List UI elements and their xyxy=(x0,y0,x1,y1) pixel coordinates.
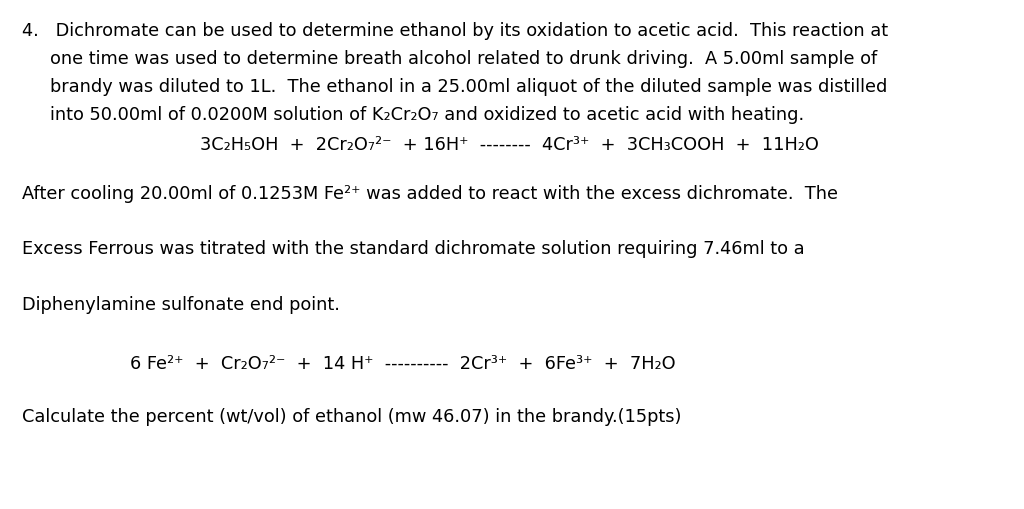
Text: Excess Ferrous was titrated with the standard dichromate solution requiring 7.46: Excess Ferrous was titrated with the sta… xyxy=(22,240,805,258)
Text: brandy was diluted to 1L.  The ethanol in a 25.00ml aliquot of the diluted sampl: brandy was diluted to 1L. The ethanol in… xyxy=(50,78,888,96)
Text: into 50.00ml of 0.0200M solution of K₂Cr₂O₇ and oxidized to acetic acid with hea: into 50.00ml of 0.0200M solution of K₂Cr… xyxy=(50,106,804,124)
Text: one time was used to determine breath alcohol related to drunk driving.  A 5.00m: one time was used to determine breath al… xyxy=(50,50,878,68)
Text: 3C₂H₅OH  +  2Cr₂O₇²⁻  + 16H⁺  --------  4Cr³⁺  +  3CH₃COOH  +  11H₂O: 3C₂H₅OH + 2Cr₂O₇²⁻ + 16H⁺ -------- 4Cr³⁺… xyxy=(200,136,819,154)
Text: 4.   Dichromate can be used to determine ethanol by its oxidation to acetic acid: 4. Dichromate can be used to determine e… xyxy=(22,22,888,40)
Text: 6 Fe²⁺  +  Cr₂O₇²⁻  +  14 H⁺  ----------  2Cr³⁺  +  6Fe³⁺  +  7H₂O: 6 Fe²⁺ + Cr₂O₇²⁻ + 14 H⁺ ---------- 2Cr³… xyxy=(130,354,676,372)
Text: Calculate the percent (wt/vol) of ethanol (mw 46.07) in the brandy.(15pts): Calculate the percent (wt/vol) of ethano… xyxy=(22,407,682,425)
Text: Diphenylamine sulfonate end point.: Diphenylamine sulfonate end point. xyxy=(22,295,340,314)
Text: After cooling 20.00ml of 0.1253M Fe²⁺ was added to react with the excess dichrom: After cooling 20.00ml of 0.1253M Fe²⁺ wa… xyxy=(22,185,838,203)
